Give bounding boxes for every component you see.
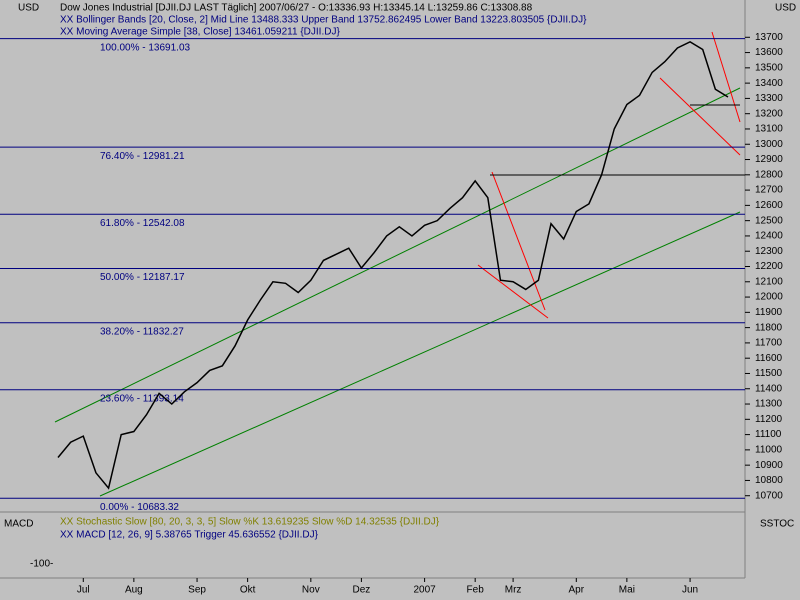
x-tick-label: Apr xyxy=(569,585,585,596)
fibonacci-label: 100.00% - 13691.03 xyxy=(100,42,191,53)
y-tick-label: 13400 xyxy=(755,78,783,89)
trend-line xyxy=(659,77,741,156)
y-tick-label: 12200 xyxy=(755,261,783,272)
y-tick-label: 13600 xyxy=(755,47,783,58)
y-tick-label: 12500 xyxy=(755,215,783,226)
panel-legend: XX Stochastic Slow [80, 20, 3, 3, 5] Slo… xyxy=(60,517,440,528)
trend-line xyxy=(477,264,549,319)
x-tick-label: Okt xyxy=(240,585,256,596)
fibonacci-label: 50.00% - 12187.17 xyxy=(100,272,185,283)
y-tick-label: 11100 xyxy=(755,429,782,440)
y-tick-label: 13000 xyxy=(755,139,783,150)
y-tick-label: 12000 xyxy=(755,292,783,303)
y-tick-label: 13700 xyxy=(755,32,783,43)
x-tick-label: Dez xyxy=(352,585,370,596)
x-tick-label: Nov xyxy=(302,585,320,596)
y-tick-label: 13300 xyxy=(755,93,783,104)
y-tick-label: 10900 xyxy=(755,460,783,471)
fibonacci-label: 23.60% - 11393.14 xyxy=(100,393,184,404)
y-tick-label: 11400 xyxy=(755,383,783,394)
y-tick-label: 11800 xyxy=(755,322,783,333)
trend-line xyxy=(99,211,741,497)
fibonacci-label: 0.00% - 10683.32 xyxy=(100,502,179,513)
x-tick-label: Mai xyxy=(619,585,635,596)
y-tick-label: 11000 xyxy=(755,445,783,456)
y-tick-label: 11300 xyxy=(755,399,783,410)
panel-tick-label: -100- xyxy=(30,559,53,570)
y-tick-label: 10700 xyxy=(755,490,783,501)
x-tick-label: Jul xyxy=(77,585,90,596)
y-tick-label: 11600 xyxy=(755,353,783,364)
y-tick-label: 11900 xyxy=(755,307,783,318)
y-tick-label: 12900 xyxy=(755,154,783,165)
y-tick-label: 13100 xyxy=(755,124,783,135)
fibonacci-label: 76.40% - 12981.21 xyxy=(100,151,185,162)
y-tick-label: 12100 xyxy=(755,276,783,287)
panel-label: SSTOC xyxy=(760,519,794,530)
x-tick-label: Aug xyxy=(125,585,143,596)
y-tick-label: 10800 xyxy=(755,475,783,486)
x-tick-label: Mrz xyxy=(505,585,522,596)
y-tick-label: 12300 xyxy=(755,246,783,257)
fibonacci-label: 38.20% - 11832.27 xyxy=(100,326,184,337)
indicator-legend: XX Bollinger Bands [20, Close, 2] Mid Li… xyxy=(60,15,587,26)
y-tick-label: 12700 xyxy=(755,185,783,196)
unit-label: USD xyxy=(775,3,796,14)
x-tick-label: 2007 xyxy=(413,585,436,596)
trend-line xyxy=(491,171,546,311)
x-tick-label: Jun xyxy=(682,585,698,596)
panel-label: MACD xyxy=(4,519,33,530)
price-line xyxy=(57,41,729,490)
fibonacci-label: 61.80% - 12542.08 xyxy=(100,218,185,229)
y-tick-label: 11700 xyxy=(755,338,783,349)
y-tick-label: 11500 xyxy=(755,368,783,379)
y-tick-label: 13200 xyxy=(755,108,783,119)
chart-title: Dow Jones Industrial [DJII.DJ LAST Tägli… xyxy=(60,3,533,14)
y-tick-label: 12800 xyxy=(755,169,783,180)
unit-label: USD xyxy=(18,3,39,14)
x-tick-label: Sep xyxy=(188,585,206,596)
y-tick-label: 13500 xyxy=(755,62,783,73)
indicator-legend: XX Moving Average Simple [38, Close] 134… xyxy=(60,27,340,38)
y-tick-label: 11200 xyxy=(755,414,783,425)
trend-line xyxy=(711,31,741,123)
y-tick-label: 12400 xyxy=(755,231,783,242)
trend-line xyxy=(54,87,741,423)
x-tick-label: Feb xyxy=(467,585,485,596)
panel-legend: XX MACD [12, 26, 9] 5.38765 Trigger 45.6… xyxy=(60,530,319,541)
y-tick-label: 12600 xyxy=(755,200,783,211)
